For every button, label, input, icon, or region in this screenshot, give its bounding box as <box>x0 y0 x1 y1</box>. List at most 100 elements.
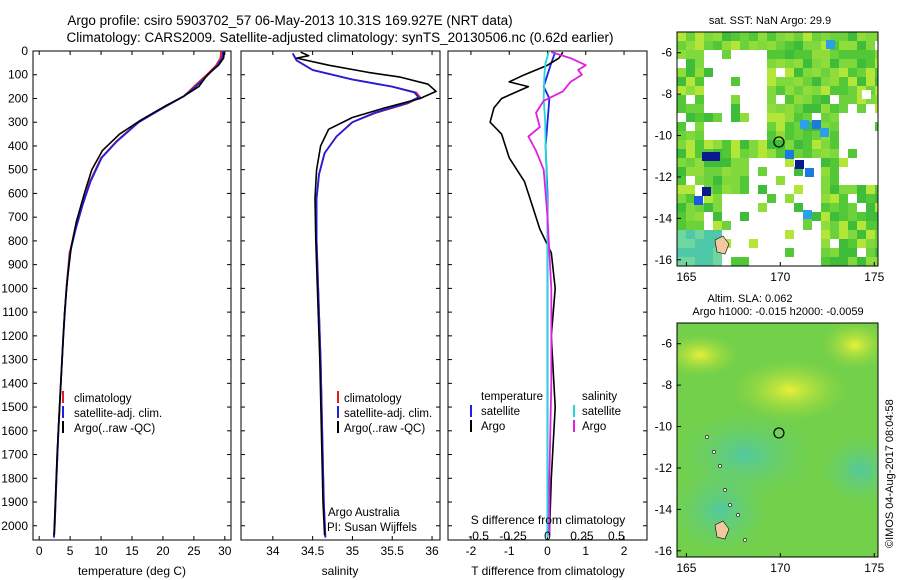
sst-cell <box>794 95 803 104</box>
legend-climatology-label: climatology <box>74 393 132 405</box>
sst-cell <box>785 140 794 149</box>
difference-legend: temperature salinity satellite Argo sate… <box>470 391 621 433</box>
legend-sal-satellite-swatch <box>573 405 575 417</box>
sst-cell <box>821 221 830 230</box>
sst-cell <box>677 248 686 257</box>
sst-cell <box>713 185 722 194</box>
sst-cell <box>713 131 722 140</box>
sst-cell <box>866 104 875 113</box>
sst-cell <box>785 194 794 203</box>
sst-cell <box>875 239 878 248</box>
sst-cell <box>677 68 686 77</box>
sst-cell <box>848 194 857 203</box>
sst-cell <box>713 257 722 266</box>
sst-cell <box>785 32 794 41</box>
sst-cell <box>857 212 866 221</box>
sst-cell <box>740 68 749 77</box>
sst-cell <box>803 77 812 86</box>
sst-cell <box>704 86 713 95</box>
sst-cell <box>830 59 839 68</box>
sst-cell <box>857 68 866 77</box>
sst-cell <box>848 68 857 77</box>
sst-cell <box>704 95 713 104</box>
y-tick-label: 1100 <box>2 305 28 319</box>
y-tick-label: 500 <box>8 163 28 177</box>
sst-cell <box>839 176 848 185</box>
sst-cell <box>686 212 695 221</box>
sst-cell <box>795 160 804 169</box>
sst-cell <box>740 86 749 95</box>
sst-cell <box>857 32 866 41</box>
sst-cell <box>695 230 704 239</box>
sst-cell <box>821 41 830 50</box>
sst-cell <box>776 77 785 86</box>
sst-cell <box>803 140 812 149</box>
sst-cell <box>677 176 686 185</box>
sst-cell <box>866 95 875 104</box>
sst-cell <box>740 176 749 185</box>
sst-cell <box>803 113 812 122</box>
sst-cell <box>722 140 731 149</box>
sst-cell <box>677 32 686 41</box>
sst-cell <box>758 77 767 86</box>
sst-cell <box>677 230 686 239</box>
sst-cell <box>704 203 713 212</box>
sst-cell <box>866 167 875 176</box>
sst-cell <box>830 257 839 266</box>
sst-cell <box>812 120 821 129</box>
sst-cell <box>713 122 722 131</box>
sst-cell <box>722 194 731 203</box>
sst-cell <box>848 176 857 185</box>
sst-cell <box>704 239 713 248</box>
sst-cell <box>722 77 731 86</box>
sst-cell <box>866 113 875 122</box>
sst-cell <box>830 140 839 149</box>
sst-cell <box>848 86 857 95</box>
sst-map-frame <box>676 31 879 267</box>
sst-cell <box>731 77 740 86</box>
sst-cell <box>839 32 848 41</box>
sst-cell <box>785 167 794 176</box>
sst-cell <box>830 104 839 113</box>
sst-cell <box>776 230 785 239</box>
sst-cell <box>866 32 875 41</box>
sst-cell <box>731 68 740 77</box>
sst-cell <box>767 77 776 86</box>
sst-cell <box>821 257 830 266</box>
sst-cell <box>686 203 695 212</box>
y-tick-label: 1000 <box>1 281 28 295</box>
sst-map-image <box>677 32 878 266</box>
sst-cell <box>776 131 785 140</box>
sst-cell <box>875 212 878 221</box>
sst-cell <box>812 239 821 248</box>
sst-cell <box>677 113 686 122</box>
sst-cell <box>713 230 722 239</box>
sst-cell <box>820 128 829 137</box>
s-tick-label: -0.5 <box>468 529 489 543</box>
sst-cell <box>857 158 866 167</box>
credit-pi-name: PI: Susan Wijffels <box>327 522 417 534</box>
x-tick-label: 25 <box>187 544 201 558</box>
sst-cell <box>803 68 812 77</box>
sst-cell <box>677 77 686 86</box>
sst-cell <box>785 68 794 77</box>
sst-cell <box>677 257 686 266</box>
sst-cell <box>830 185 839 194</box>
x-tick-label: 35.5 <box>381 544 405 558</box>
sst-cell <box>722 32 731 41</box>
imos-timestamp: ©IMOS 04-Aug-2017 08:04:58 <box>884 399 896 548</box>
sst-cell <box>758 41 767 50</box>
sst-cell <box>767 176 776 185</box>
sst-cell <box>749 140 758 149</box>
sst-cell <box>767 95 776 104</box>
sst-cell <box>677 50 686 59</box>
sst-cell <box>722 68 731 77</box>
sst-cell <box>857 104 866 113</box>
sst-cell <box>704 140 713 149</box>
map-x-tick-label: 165 <box>676 561 696 575</box>
y-tick-label: 1600 <box>1 424 28 438</box>
sst-cell <box>776 185 785 194</box>
y-tick-label: 100 <box>8 68 28 82</box>
sst-cell <box>785 41 794 50</box>
y-tick-label: 900 <box>8 258 28 272</box>
